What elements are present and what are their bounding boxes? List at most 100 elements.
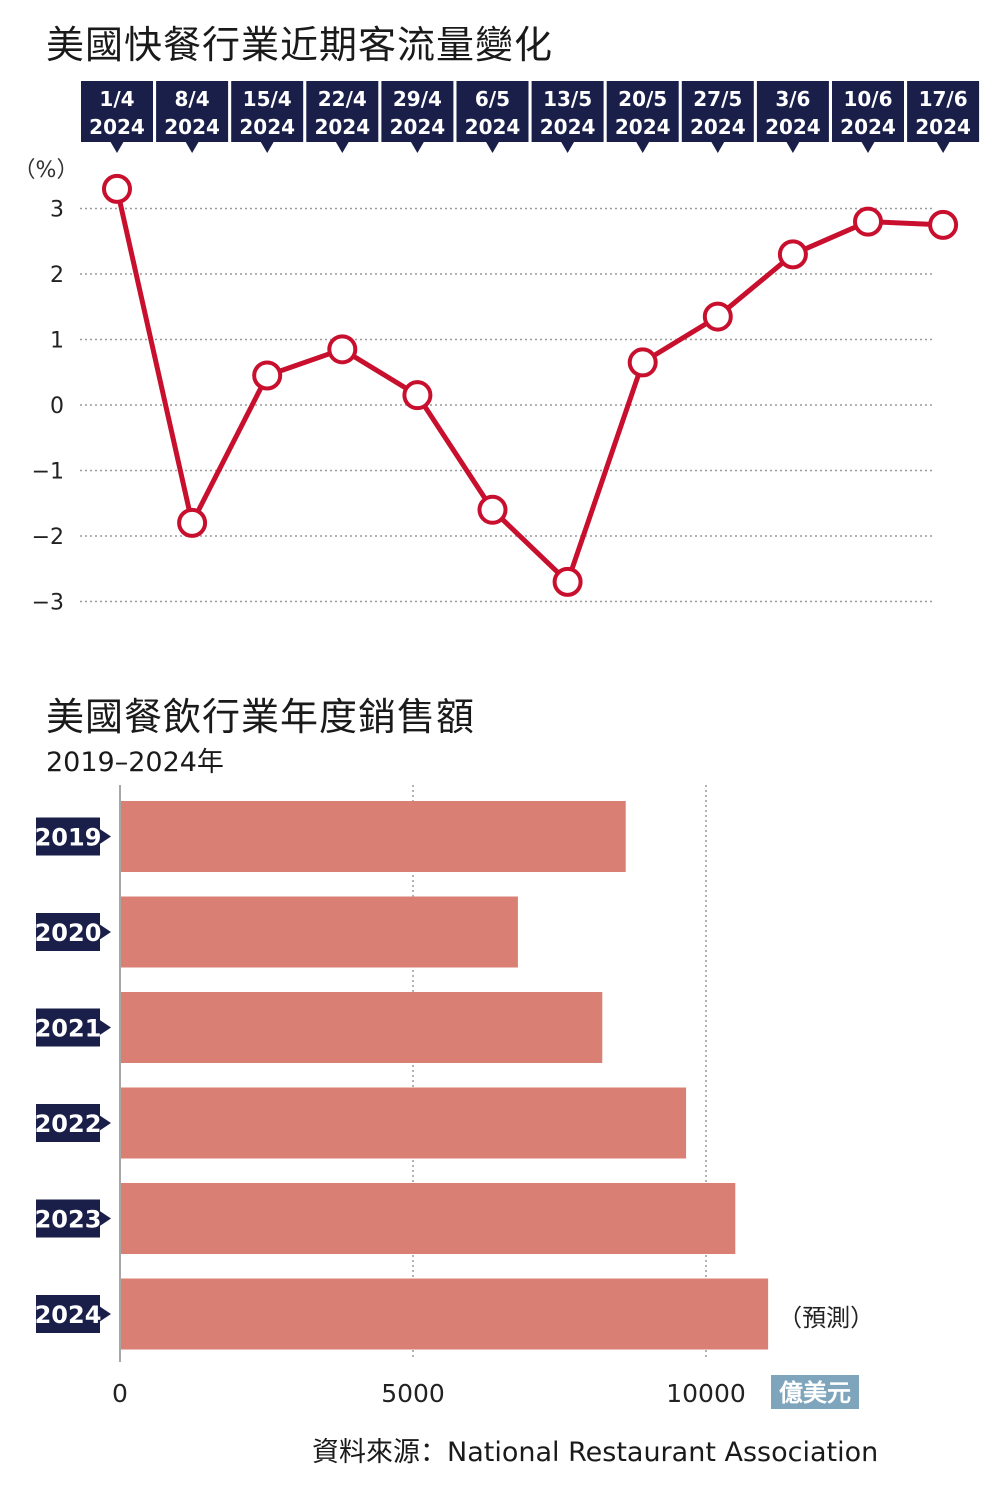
date-label-box bbox=[907, 81, 980, 142]
date-label: 29/4 2024 bbox=[381, 81, 454, 153]
date-label-day: 27/5 bbox=[693, 87, 742, 111]
date-label-year: 2024 bbox=[765, 115, 821, 139]
series-line bbox=[114, 188, 944, 585]
bar-chart: 0 5000 10000 2019 2020 2021 2022 2023 2024 （預測） 億美… bbox=[35, 785, 874, 1409]
date-label-box bbox=[381, 81, 454, 142]
bar bbox=[121, 992, 603, 1063]
bar bbox=[121, 1183, 736, 1254]
bar-chart-title: 美國餐飲行業年度銷售額 bbox=[46, 695, 476, 739]
date-label-pointer bbox=[485, 141, 500, 153]
y-tick-label: 3 bbox=[50, 198, 64, 223]
date-label: 17/6 2024 bbox=[907, 81, 980, 153]
date-label-day: 13/5 bbox=[543, 87, 592, 111]
date-label-year: 2024 bbox=[690, 115, 746, 139]
date-label-pointer bbox=[185, 141, 200, 153]
category-label-pointer bbox=[99, 1019, 111, 1036]
category-label-pointer bbox=[99, 1306, 111, 1322]
date-label-pointer bbox=[936, 141, 951, 153]
data-point bbox=[928, 209, 959, 240]
category-label-box bbox=[36, 1199, 100, 1238]
category-label-box bbox=[36, 1104, 100, 1142]
category-label-box bbox=[36, 1008, 100, 1047]
date-label-pointer bbox=[260, 141, 275, 153]
category-label-pointer bbox=[99, 1115, 111, 1131]
data-point bbox=[552, 566, 583, 597]
date-label-box bbox=[156, 81, 229, 142]
date-label-year: 2024 bbox=[314, 115, 370, 139]
category-label-pointer bbox=[99, 828, 111, 845]
category-label-box bbox=[36, 1295, 100, 1333]
x-tick-label: 5000 bbox=[381, 1379, 445, 1408]
category-label-text: 2023 bbox=[35, 1206, 102, 1234]
date-label-day: 8/4 bbox=[175, 87, 210, 111]
category-label-box bbox=[36, 817, 100, 856]
date-label: 6/5 2024 bbox=[456, 81, 529, 153]
line-chart-title: 美國快餐行業近期客流量變化 bbox=[46, 23, 554, 67]
date-label-day: 22/4 bbox=[318, 87, 367, 111]
bar bbox=[121, 1087, 687, 1159]
date-label-pointer bbox=[560, 141, 575, 153]
date-label-year: 2024 bbox=[840, 115, 896, 139]
data-point bbox=[777, 239, 808, 270]
date-label-box bbox=[306, 81, 379, 142]
date-label: 20/5 2024 bbox=[606, 81, 679, 153]
y-tick-label: 2 bbox=[50, 263, 64, 288]
date-label-box bbox=[531, 81, 604, 142]
date-label-day: 6/5 bbox=[475, 87, 510, 111]
y-tick-label: −2 bbox=[32, 525, 64, 550]
date-label-box bbox=[832, 81, 904, 142]
data-point bbox=[477, 494, 508, 525]
y-tick-label: 1 bbox=[50, 329, 64, 354]
date-label: 3/6 2024 bbox=[756, 81, 829, 153]
data-point bbox=[252, 360, 283, 391]
data-point bbox=[102, 173, 132, 204]
date-label-day: 3/6 bbox=[775, 87, 810, 111]
category-label-text: 2020 bbox=[35, 919, 102, 947]
date-label-pointer bbox=[861, 141, 875, 153]
category-label: 2023 bbox=[35, 1199, 111, 1238]
date-label-day: 17/6 bbox=[919, 87, 968, 111]
line-chart: （%）3210−1−2−31/420248/4202415/4202422/42… bbox=[14, 81, 980, 616]
date-label-pointer bbox=[335, 141, 350, 153]
date-label: 1/4 2024 bbox=[81, 81, 153, 153]
category-label: 2020 bbox=[35, 913, 111, 951]
date-label-pointer bbox=[785, 141, 800, 153]
data-point bbox=[402, 380, 433, 411]
category-label: 2019 bbox=[35, 817, 111, 856]
data-point bbox=[177, 507, 208, 538]
date-label-pointer bbox=[710, 141, 725, 153]
category-label-box bbox=[36, 913, 100, 951]
date-label-day: 29/4 bbox=[393, 87, 442, 111]
category-label-pointer bbox=[99, 1210, 111, 1227]
date-label-day: 10/6 bbox=[843, 87, 892, 111]
bar bbox=[121, 801, 626, 872]
category-label: 2021 bbox=[35, 1008, 111, 1047]
data-point bbox=[627, 347, 658, 378]
date-label-year: 2024 bbox=[540, 115, 596, 139]
date-label-year: 2024 bbox=[89, 115, 145, 139]
unit-badge-box bbox=[771, 1375, 859, 1409]
x-tick-label: 10000 bbox=[666, 1379, 746, 1408]
date-label-year: 2024 bbox=[239, 115, 295, 139]
date-label: 22/4 2024 bbox=[306, 81, 379, 153]
date-label-box bbox=[756, 81, 829, 142]
date-label-day: 1/4 bbox=[99, 87, 134, 111]
y-tick-label: −1 bbox=[32, 460, 64, 485]
date-label-year: 2024 bbox=[615, 115, 671, 139]
date-label: 15/4 2024 bbox=[231, 81, 304, 153]
bar-chart-subtitle: 2019–2024年 bbox=[46, 747, 224, 778]
date-label-pointer bbox=[410, 141, 425, 153]
date-label-year: 2024 bbox=[915, 115, 971, 139]
date-label-year: 2024 bbox=[390, 115, 446, 139]
category-label-text: 2024 bbox=[35, 1301, 102, 1329]
x-tick-label: 0 bbox=[112, 1379, 128, 1408]
date-label-pointer bbox=[635, 141, 650, 153]
date-label-pointer bbox=[110, 141, 124, 153]
date-label-box bbox=[606, 81, 679, 142]
bar bbox=[121, 1278, 769, 1350]
category-label-pointer bbox=[99, 924, 111, 940]
category-label-text: 2019 bbox=[35, 824, 102, 852]
date-label: 10/6 2024 bbox=[832, 81, 904, 153]
category-label-text: 2021 bbox=[35, 1015, 102, 1043]
date-label-box bbox=[456, 81, 529, 142]
